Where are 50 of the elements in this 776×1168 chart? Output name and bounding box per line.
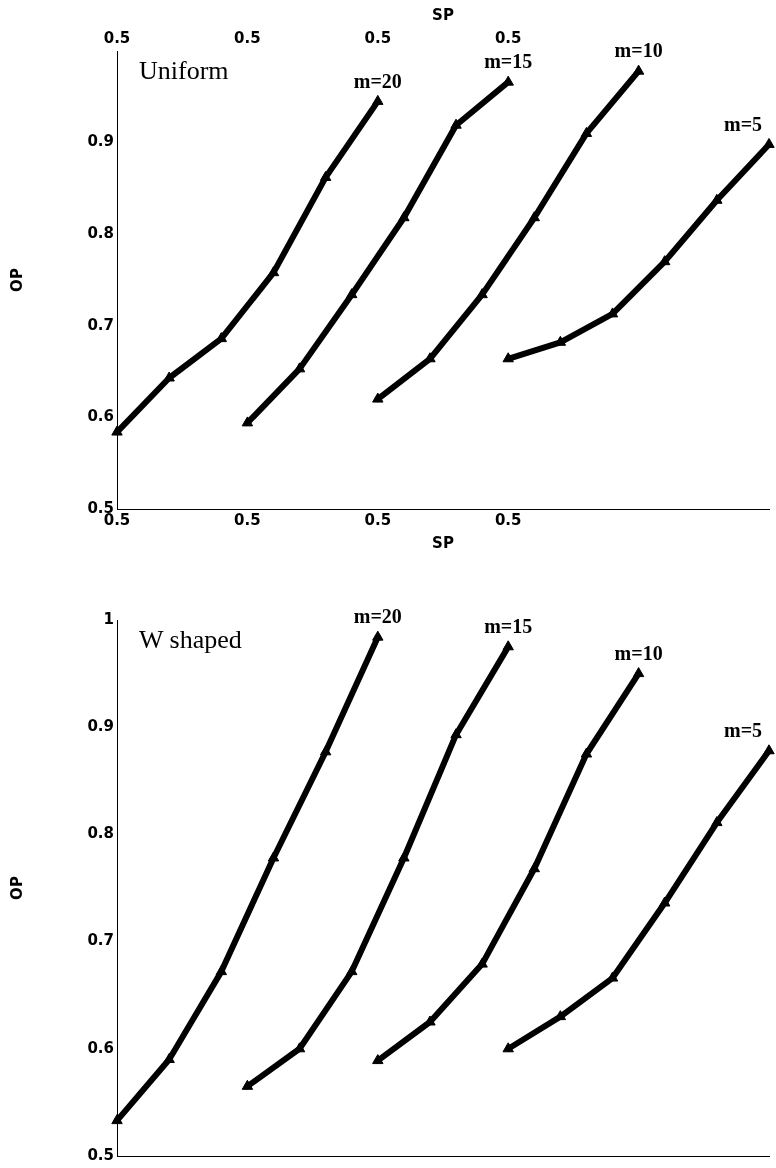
point (502, 640, 514, 651)
point (215, 965, 228, 976)
y-tick-label: 0.6 (87, 1038, 114, 1057)
series-label: m=15 (484, 614, 533, 637)
point (711, 816, 723, 827)
series-label: m=10 (614, 39, 663, 62)
point (528, 862, 540, 873)
point (372, 1054, 384, 1065)
y-axis-title: OP (7, 876, 26, 900)
category-label: 0.5 (103, 28, 131, 47)
point (346, 965, 358, 976)
series-label: m=20 (353, 69, 402, 92)
point (163, 1053, 175, 1064)
chart-title: W shaped (139, 624, 242, 654)
y-tick-label: 0.6 (87, 407, 114, 426)
series-label: m=10 (614, 641, 663, 664)
category-label: 0.5 (364, 28, 392, 47)
point (319, 745, 332, 756)
point (450, 728, 462, 739)
point (502, 1042, 514, 1053)
point (241, 1079, 254, 1090)
series-label: m=5 (723, 718, 763, 741)
point (580, 747, 593, 758)
y-tick-label: 0.5 (87, 1145, 114, 1164)
y-tick-label: 0.8 (87, 224, 114, 243)
y-axis-title: OP (7, 268, 26, 292)
y-tick-label: 0.7 (87, 931, 114, 950)
point (658, 896, 671, 907)
y-tick-label: 0.9 (87, 717, 114, 736)
series-label: m=15 (484, 50, 533, 73)
point (763, 744, 775, 755)
x-tick-label: 0.5 (234, 510, 261, 529)
point (372, 630, 384, 641)
chart-title: Uniform (139, 55, 229, 85)
x-tick-label: 0.5 (364, 510, 392, 529)
y-tick-label: 0.8 (87, 824, 114, 843)
y-tick-label: 1 (103, 609, 114, 628)
series-label: m=5 (723, 112, 763, 135)
point (476, 957, 488, 968)
category-label: 0.5 (494, 28, 522, 47)
y-tick-label: 0.7 (87, 315, 114, 334)
x-axis-title: SP (432, 533, 454, 552)
category-label: 0.5 (234, 28, 261, 47)
y-tick-label: 0.9 (87, 132, 114, 151)
series-label: m=20 (353, 605, 402, 628)
x-tick-label: 0.5 (494, 510, 522, 529)
x2-axis-title: SP (432, 5, 454, 24)
point (632, 667, 645, 678)
point (111, 1114, 123, 1125)
point (267, 851, 280, 862)
